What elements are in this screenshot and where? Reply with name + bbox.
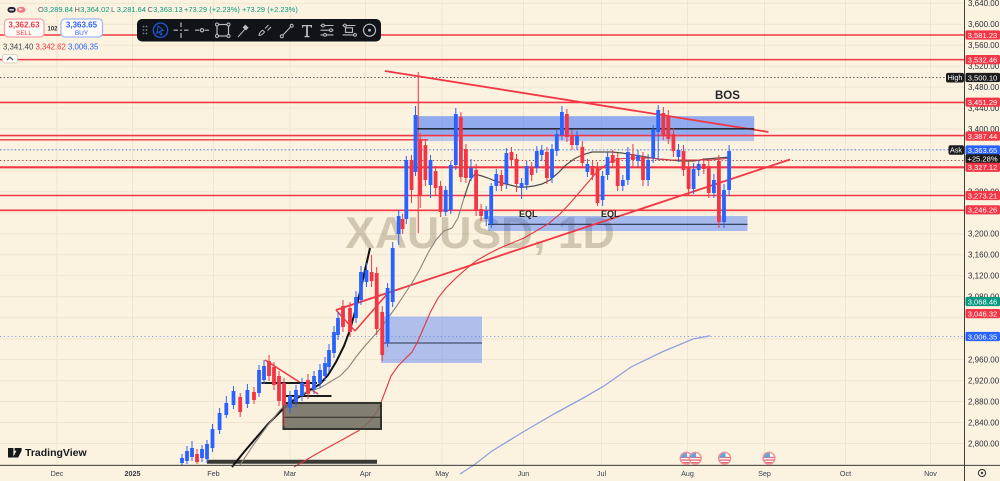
svg-text:3,363.65: 3,363.65: [66, 21, 98, 30]
svg-text:3,364.02: 3,364.02: [80, 5, 109, 14]
svg-text:2025: 2025: [125, 469, 141, 478]
svg-text:2,800.00: 2,800.00: [968, 439, 1000, 448]
svg-text:102: 102: [47, 27, 58, 33]
svg-text:3,046.32: 3,046.32: [968, 309, 998, 318]
svg-text:Jun: Jun: [518, 469, 530, 478]
svg-text:3,281.64: 3,281.64: [117, 5, 146, 14]
svg-text:O: O: [38, 5, 44, 14]
svg-text:+25.28%: +25.28%: [967, 155, 997, 164]
svg-text:EQL: EQL: [519, 209, 538, 219]
svg-text:3,006.35: 3,006.35: [68, 43, 99, 52]
svg-text:BUY: BUY: [75, 30, 89, 37]
svg-text:3,451.29: 3,451.29: [968, 98, 998, 107]
svg-text:3,120.00: 3,120.00: [968, 272, 1000, 281]
svg-text:+73.29 (+2.23%) +73.29 (+2.23%: +73.29 (+2.23%) +73.29 (+2.23%): [184, 5, 298, 14]
svg-text:3,289.84: 3,289.84: [44, 5, 73, 14]
svg-text:Sep: Sep: [758, 469, 771, 478]
svg-text:3,480.00: 3,480.00: [968, 83, 1000, 92]
svg-text:3,520.00: 3,520.00: [968, 62, 1000, 71]
svg-text:3,327.12: 3,327.12: [968, 163, 998, 172]
svg-text:3,600.00: 3,600.00: [968, 20, 1000, 29]
svg-text:Nov: Nov: [924, 469, 937, 478]
svg-text:2,920.00: 2,920.00: [968, 376, 1000, 385]
svg-text:3,273.21: 3,273.21: [968, 191, 998, 200]
svg-text:L: L: [111, 5, 115, 14]
svg-text:3,363.65: 3,363.65: [968, 146, 998, 155]
svg-text:3,246.26: 3,246.26: [968, 206, 998, 215]
svg-text:Mar: Mar: [284, 469, 297, 478]
svg-text:2,960.00: 2,960.00: [968, 355, 1000, 364]
svg-text:3,560.00: 3,560.00: [968, 41, 1000, 50]
svg-text:3,006.35: 3,006.35: [968, 332, 998, 341]
svg-text:2,880.00: 2,880.00: [968, 397, 1000, 406]
svg-text:2,840.00: 2,840.00: [968, 418, 1000, 427]
svg-text:XAUUSD, 1D: XAUUSD, 1D: [345, 209, 615, 258]
svg-text:3,440.00: 3,440.00: [968, 104, 1000, 113]
svg-text:EQL: EQL: [601, 209, 620, 219]
svg-text:3,068.46: 3,068.46: [968, 297, 998, 306]
svg-text:High: High: [948, 73, 963, 82]
svg-text:Dec: Dec: [51, 469, 64, 478]
svg-text:TradingView: TradingView: [25, 447, 87, 459]
svg-text:C: C: [148, 5, 154, 14]
svg-text:3,342.62: 3,342.62: [36, 43, 66, 52]
svg-text:3,160.00: 3,160.00: [968, 251, 1000, 260]
svg-text:Feb: Feb: [207, 469, 219, 478]
svg-text:Ask: Ask: [950, 146, 962, 155]
svg-text:3,363.13: 3,363.13: [153, 5, 182, 14]
svg-text:3,387.44: 3,387.44: [968, 132, 998, 141]
svg-text:3,500.10: 3,500.10: [968, 73, 998, 82]
svg-text:3,532.46: 3,532.46: [968, 55, 998, 64]
svg-text:3,581.23: 3,581.23: [968, 31, 998, 40]
svg-text:Apr: Apr: [360, 469, 372, 478]
svg-text:3,362.63: 3,362.63: [8, 21, 40, 30]
svg-text:3,200.00: 3,200.00: [968, 230, 1000, 239]
svg-text:Jul: Jul: [597, 469, 607, 478]
svg-text:BOS: BOS: [715, 90, 740, 102]
svg-text:H: H: [75, 5, 80, 14]
svg-text:Oct: Oct: [840, 469, 851, 478]
svg-text:3,640.00: 3,640.00: [968, 0, 1000, 8]
svg-text:May: May: [435, 469, 449, 478]
svg-text:3,341.40: 3,341.40: [3, 43, 34, 52]
svg-text:3,400.00: 3,400.00: [968, 125, 1000, 134]
svg-text:SELL: SELL: [16, 30, 32, 37]
svg-text:Aug: Aug: [681, 469, 694, 478]
